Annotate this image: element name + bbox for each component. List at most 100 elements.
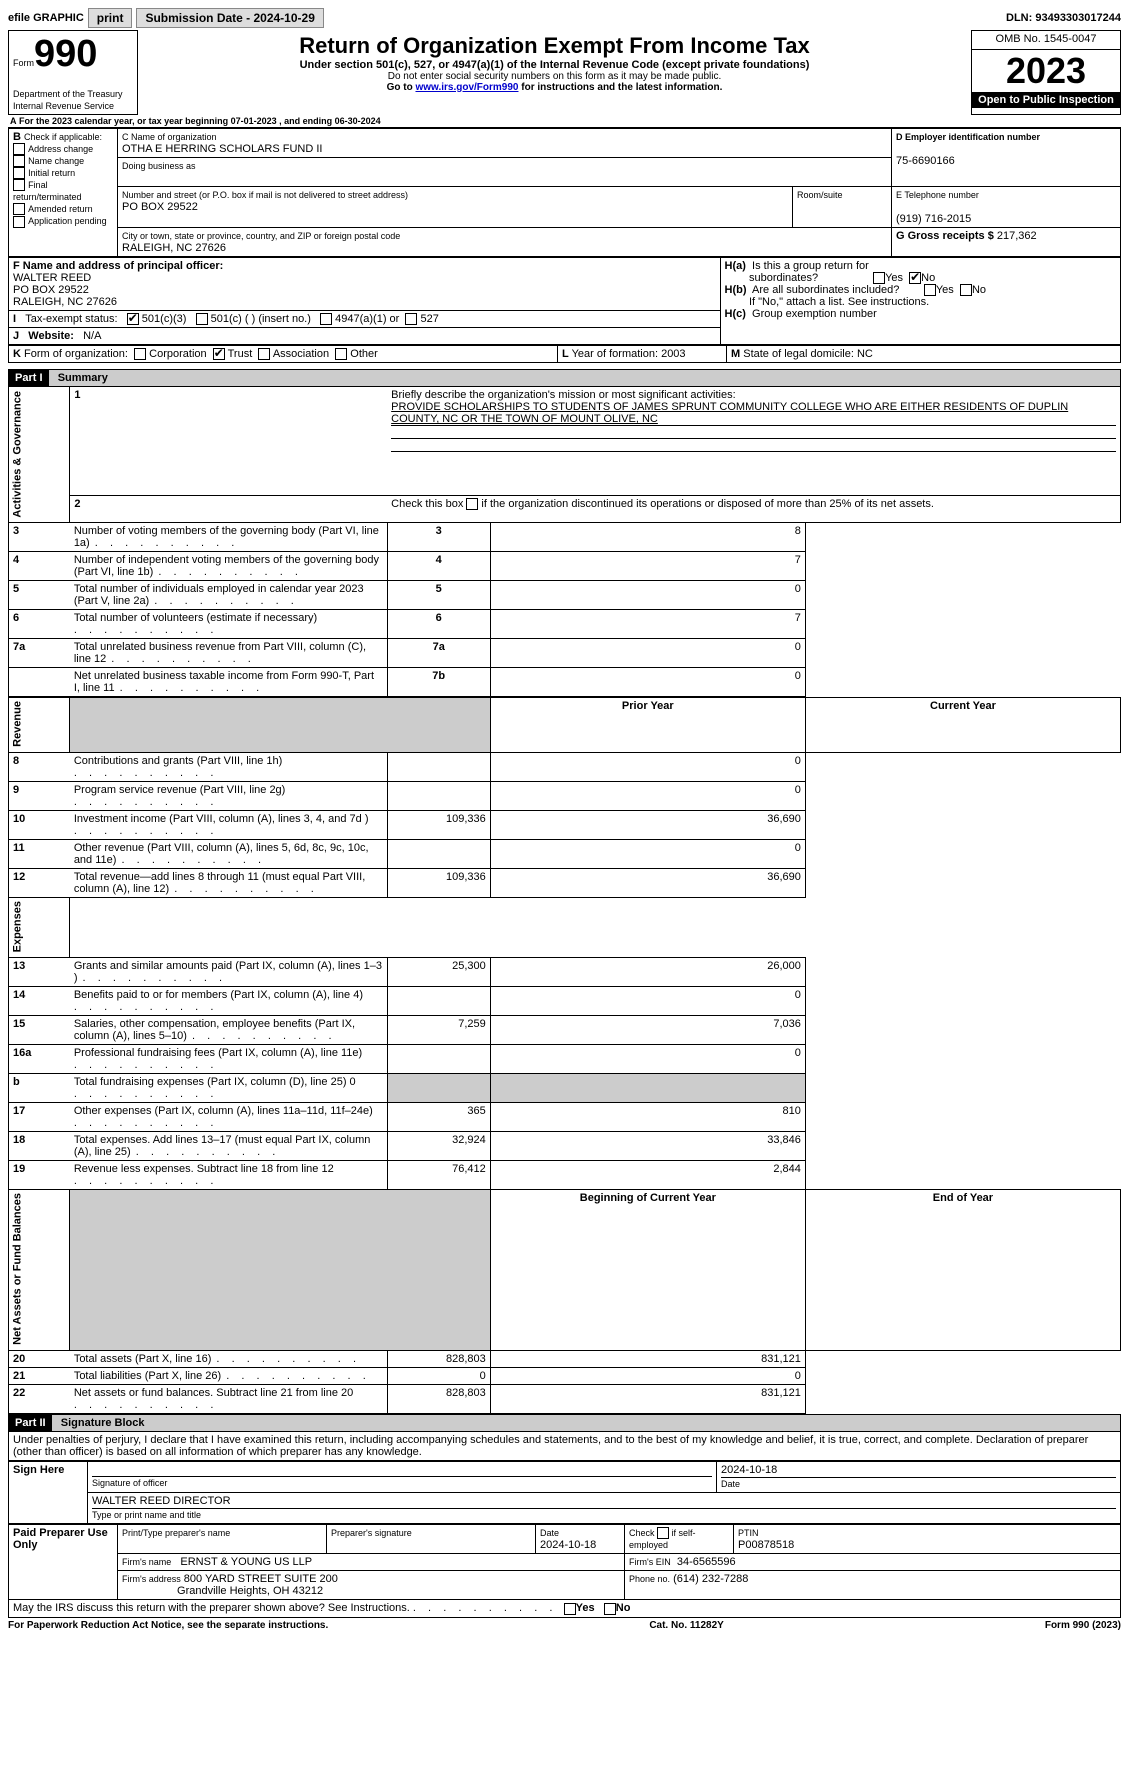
side-expenses: Expenses xyxy=(9,897,70,957)
cb-501c3[interactable] xyxy=(127,313,139,325)
checkbox-address-change[interactable] xyxy=(13,143,25,155)
line-text: Other revenue (Part VIII, column (A), li… xyxy=(70,839,387,868)
line-text: Other expenses (Part IX, column (A), lin… xyxy=(70,1102,387,1131)
form-title: Return of Organization Exempt From Incom… xyxy=(142,33,967,59)
ha-yes-checkbox[interactable] xyxy=(873,272,885,284)
instructions-link[interactable]: www.irs.gov/Form990 xyxy=(415,82,518,93)
cb-4947[interactable] xyxy=(320,313,332,325)
line-text: Total number of individuals employed in … xyxy=(70,580,387,609)
opt-amended-return: Amended return xyxy=(28,204,93,214)
gross-receipts-label: G Gross receipts $ xyxy=(896,230,994,242)
cb-corp[interactable] xyxy=(134,348,146,360)
section-b-letter: B xyxy=(13,131,21,143)
prior-value: 7,259 xyxy=(387,1015,490,1044)
line-text: Total assets (Part X, line 16) xyxy=(70,1350,387,1367)
opt-trust: Trust xyxy=(228,348,253,360)
side-activities: Activities & Governance xyxy=(9,387,70,523)
instr-1: Do not enter social security numbers on … xyxy=(142,71,967,82)
line-text: Revenue less expenses. Subtract line 18 … xyxy=(70,1160,387,1189)
opt-4947: 4947(a)(1) or xyxy=(335,313,399,325)
prior-value xyxy=(387,752,490,781)
line-num: 19 xyxy=(9,1160,70,1189)
hb-text1: Are all subordinates included? xyxy=(752,284,899,296)
line-text: Salaries, other compensation, employee b… xyxy=(70,1015,387,1044)
current-value: 831,121 xyxy=(490,1350,805,1367)
checkbox-final-return[interactable] xyxy=(13,179,25,191)
state-domicile: State of legal domicile: NC xyxy=(743,348,873,360)
ha-yes: Yes xyxy=(885,272,903,284)
omb-number: OMB No. 1545-0047 xyxy=(972,31,1121,50)
cb-527[interactable] xyxy=(405,313,417,325)
current-value: 0 xyxy=(490,752,805,781)
checkbox-amended-return[interactable] xyxy=(13,203,25,215)
prior-value: 76,412 xyxy=(387,1160,490,1189)
current-value: 0 xyxy=(490,781,805,810)
checkbox-initial-return[interactable] xyxy=(13,167,25,179)
form-prefix: Form xyxy=(13,58,34,68)
line-text: Grants and similar amounts paid (Part IX… xyxy=(70,957,387,986)
line-num: 10 xyxy=(9,810,70,839)
line-text: Net assets or fund balances. Subtract li… xyxy=(70,1384,387,1413)
hdr-prior-year: Prior Year xyxy=(490,697,805,752)
line-text: Program service revenue (Part VIII, line… xyxy=(70,781,387,810)
prior-value: 109,336 xyxy=(387,868,490,897)
hb-yes: Yes xyxy=(936,284,954,296)
grey-cell xyxy=(490,1073,805,1102)
line-num: 3 xyxy=(9,522,70,551)
cb-discuss-yes[interactable] xyxy=(564,1603,576,1615)
cb-discuss-no[interactable] xyxy=(604,1603,616,1615)
ptin-value: P00878518 xyxy=(738,1539,794,1551)
hc-label: H(c) xyxy=(725,308,746,320)
footer-mid: Cat. No. 11282Y xyxy=(328,1620,1045,1631)
ha-text1: Is this a group return for xyxy=(752,260,869,272)
cb-assoc[interactable] xyxy=(258,348,270,360)
ptin-label: PTIN xyxy=(738,1528,759,1538)
ha-text2: subordinates? xyxy=(749,272,818,284)
cb-discontinued[interactable] xyxy=(466,498,478,510)
checkbox-name-change[interactable] xyxy=(13,155,25,167)
prep-sig-label: Preparer's signature xyxy=(331,1528,412,1538)
line-2-num: 2 xyxy=(70,495,387,522)
section-a-label: A For the 2023 calendar year, or tax yea… xyxy=(8,115,1121,128)
ha-label: H(a) xyxy=(725,260,746,272)
opt-application-pending: Application pending xyxy=(28,216,107,226)
line-text: Total unrelated business revenue from Pa… xyxy=(70,638,387,667)
officer-addr1: PO BOX 29522 xyxy=(13,284,89,296)
ref-num: 7a xyxy=(387,638,490,667)
opt-other: Other xyxy=(350,348,378,360)
ein-value: 75-6690166 xyxy=(896,155,955,167)
ha-no-checkbox[interactable] xyxy=(909,272,921,284)
cb-self-employed[interactable] xyxy=(657,1527,669,1539)
print-button[interactable]: print xyxy=(88,8,133,28)
section-m-label: M xyxy=(731,348,740,360)
ref-num: 7b xyxy=(387,667,490,696)
footer-right: Form 990 (2023) xyxy=(1045,1620,1121,1631)
form-number: 990 xyxy=(34,33,97,75)
opt-initial-return: Initial return xyxy=(28,168,75,178)
org-name: OTHA E HERRING SCHOLARS FUND II xyxy=(122,143,322,155)
efile-label: efile GRAPHIC xyxy=(8,12,84,24)
addr-value: PO BOX 29522 xyxy=(122,201,198,213)
cb-trust[interactable] xyxy=(213,348,225,360)
prior-value xyxy=(387,1044,490,1073)
line-value: 8 xyxy=(490,522,805,551)
hb-yes-checkbox[interactable] xyxy=(924,284,936,296)
line-text: Total expenses. Add lines 13–17 (must eq… xyxy=(70,1131,387,1160)
prior-value: 828,803 xyxy=(387,1384,490,1413)
ref-num: 5 xyxy=(387,580,490,609)
line-text: Contributions and grants (Part VIII, lin… xyxy=(70,752,387,781)
line-num xyxy=(9,667,70,696)
line-text: Total number of volunteers (estimate if … xyxy=(70,609,387,638)
prep-name-label: Print/Type preparer's name xyxy=(122,1528,230,1538)
line-value: 7 xyxy=(490,551,805,580)
hb-no-checkbox[interactable] xyxy=(960,284,972,296)
opt-501c: 501(c) ( ) (insert no.) xyxy=(211,313,311,325)
part-ii-header: Part II xyxy=(9,1415,52,1431)
instr-2-post: for instructions and the latest informat… xyxy=(518,82,722,93)
discuss-yes: Yes xyxy=(576,1602,595,1614)
opt-assoc: Association xyxy=(273,348,329,360)
opt-527: 527 xyxy=(421,313,439,325)
cb-501c[interactable] xyxy=(196,313,208,325)
cb-other[interactable] xyxy=(335,348,347,360)
checkbox-application-pending[interactable] xyxy=(13,216,25,228)
